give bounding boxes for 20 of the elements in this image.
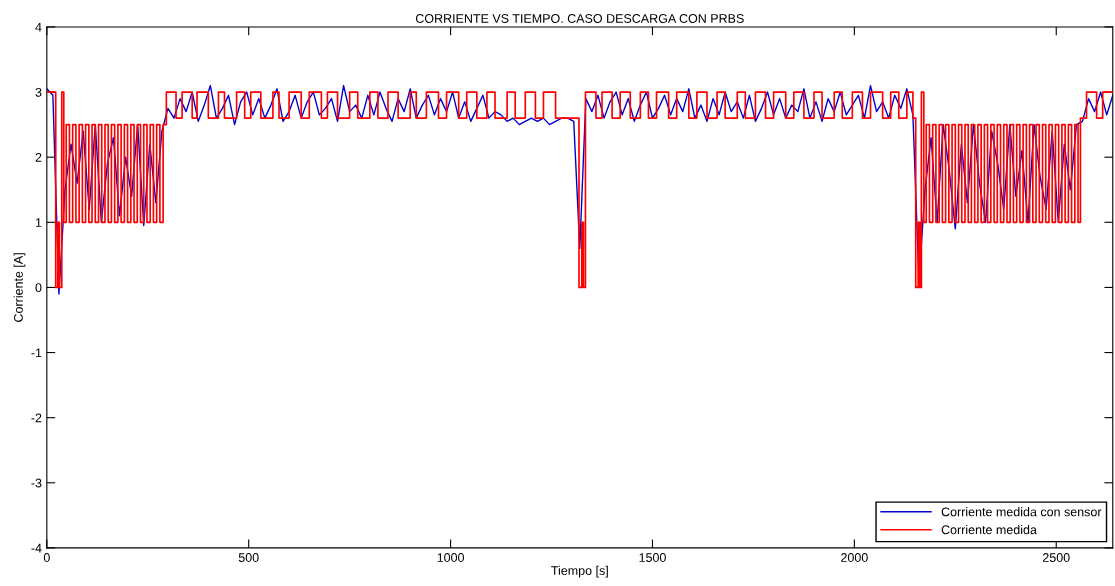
- x-tick-label: 500: [238, 553, 259, 562]
- y-tick-label: -4: [31, 543, 42, 553]
- x-tick-label: 1000: [437, 553, 465, 562]
- y-tick-label: -1: [31, 348, 42, 358]
- x-tick-label: 2500: [1042, 553, 1070, 562]
- y-tick-label: -2: [31, 413, 42, 423]
- chart-title: CORRIENTE VS TIEMPO. CASO DESCARGA CON PRBS: [415, 14, 744, 23]
- legend-label: Corriente medida con sensor: [941, 507, 1102, 517]
- x-tick-label: 2000: [841, 553, 868, 562]
- y-tick-label: 1: [35, 218, 42, 227]
- x-tick-label: 1500: [639, 553, 666, 562]
- y-tick-label: -3: [31, 478, 42, 488]
- x-axis-title: Tiempo [s]: [551, 565, 608, 578]
- y-tick-label: 0: [35, 283, 42, 293]
- x-tick-label: 0: [43, 553, 50, 562]
- legend-label: Corriente medida: [941, 525, 1037, 535]
- y-axis-title: Corriente [A]: [13, 253, 26, 322]
- y-tick-label: 3: [35, 87, 42, 97]
- y-tick-label: 2: [35, 153, 42, 162]
- y-tick-label: 4: [35, 22, 42, 32]
